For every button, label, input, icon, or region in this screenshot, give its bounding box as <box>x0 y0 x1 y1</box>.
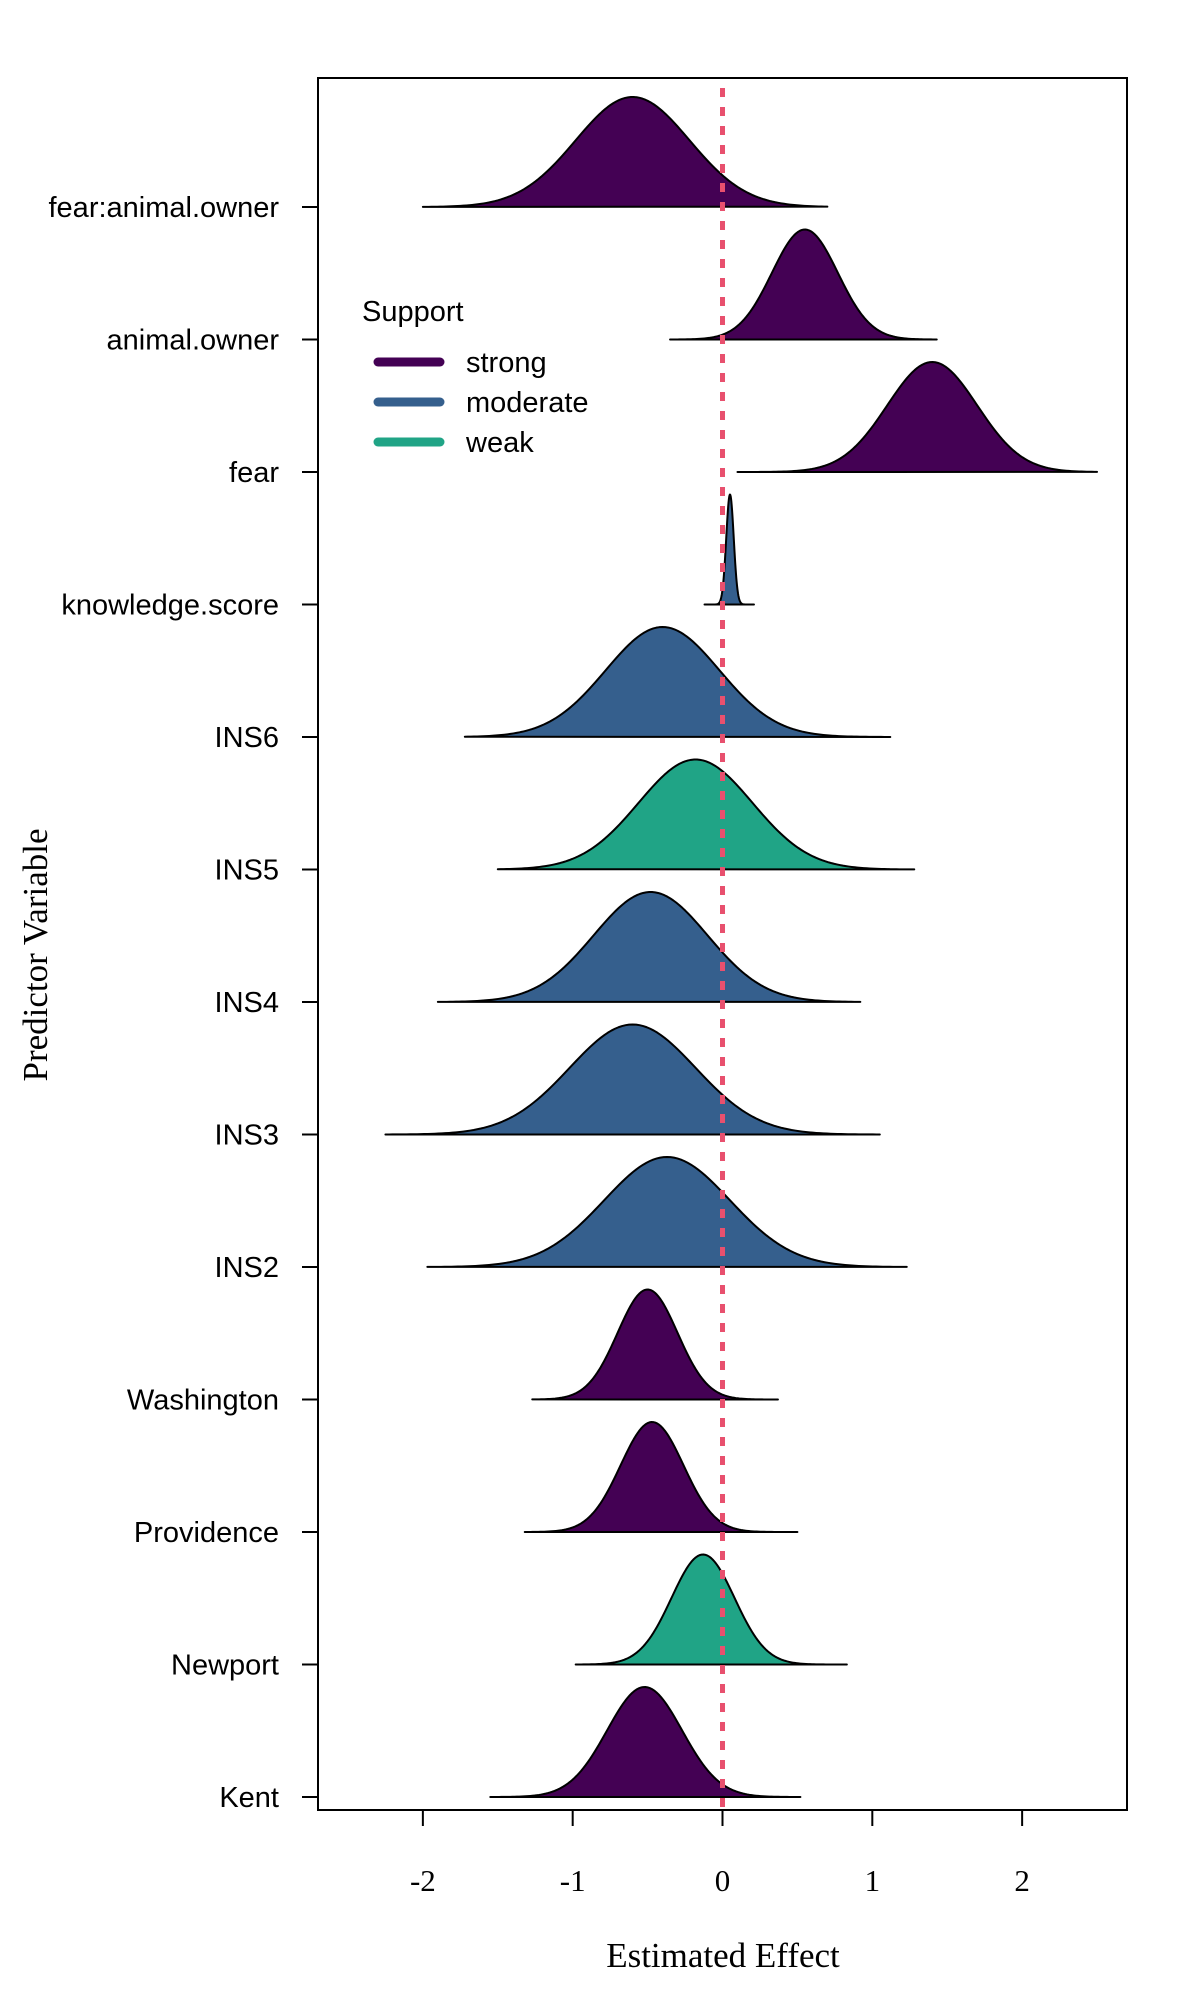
y-tick-label: Kent <box>219 1782 279 1814</box>
density-ridge-ins5 <box>496 758 916 871</box>
y-tick-label: Washington <box>127 1385 279 1417</box>
y-tick-label: Providence <box>134 1517 279 1549</box>
legend: Support strong moderate weak <box>362 296 589 459</box>
density-ridge-ins6 <box>463 626 892 738</box>
density-ridge-ins4 <box>436 891 862 1003</box>
x-tick-label: -2 <box>410 1863 436 1898</box>
x-tick-label: 2 <box>1014 1863 1030 1898</box>
density-ridge-knowledge-score <box>703 493 755 606</box>
density-ridge-kent <box>489 1686 802 1798</box>
density-ridge-fear <box>736 361 1099 473</box>
x-tick-label: 0 <box>715 1863 731 1898</box>
x-axis-title: Estimated Effect <box>606 1936 840 1975</box>
density-ridge-newport <box>574 1553 848 1666</box>
y-tick-label: fear <box>229 457 279 489</box>
y-tick-label: fear:animal.owner <box>49 192 280 224</box>
density-ridges <box>384 96 1099 1798</box>
density-ridge-washington <box>531 1288 779 1401</box>
x-tick-label: -1 <box>560 1863 586 1898</box>
y-tick-label: INS6 <box>215 722 279 754</box>
density-ridge-fear-animal-owner <box>421 96 829 208</box>
y-tick-label: Newport <box>171 1650 279 1682</box>
y-axis-title: Predictor Variable <box>16 828 55 1081</box>
y-tick-label: INS2 <box>215 1252 279 1284</box>
legend-title: Support <box>362 296 464 328</box>
density-ridge-providence <box>523 1421 799 1533</box>
x-tick-label: 1 <box>865 1863 881 1898</box>
density-ridge-ins3 <box>384 1023 881 1136</box>
y-tick-label: INS5 <box>215 855 279 887</box>
y-tick-label: INS4 <box>215 987 279 1019</box>
density-ridge-animal-owner <box>669 228 938 341</box>
y-tick-label: knowledge.score <box>61 590 279 622</box>
density-ridge-ins2 <box>426 1156 908 1268</box>
legend-label-moderate: moderate <box>466 387 589 419</box>
legend-label-weak: weak <box>465 427 534 459</box>
legend-label-strong: strong <box>466 347 547 379</box>
y-tick-label: animal.owner <box>107 325 280 357</box>
y-axis: fear:animal.owner animal.owner fear knowled… <box>49 192 318 1814</box>
y-tick-label: INS3 <box>215 1120 279 1152</box>
x-axis: -2 -1 0 1 2 <box>410 1809 1030 1898</box>
